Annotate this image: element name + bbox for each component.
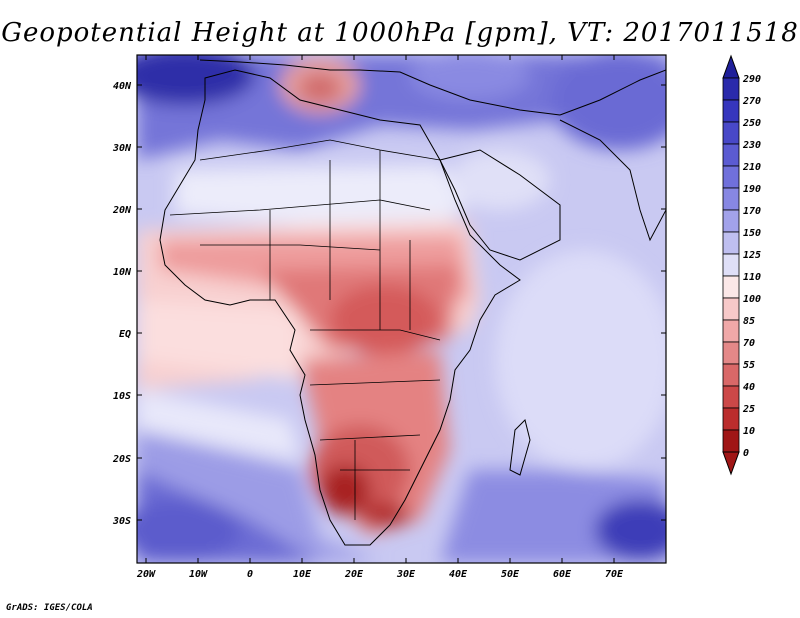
colorbar-bottom-arrow — [722, 451, 740, 476]
lat-label: EQ — [119, 329, 131, 340]
latitude-labels: 40N 30N 20N 10N EQ 10S 20S 30S — [112, 81, 132, 527]
colorbar-swatch — [722, 341, 740, 365]
credit-text: GrADS: IGES/COLA — [6, 603, 93, 613]
lat-label: 20N — [112, 205, 132, 216]
lat-label: 40N — [113, 81, 132, 92]
colorbar-label: 150 — [743, 228, 761, 239]
colorbar-label: 0 — [743, 448, 749, 459]
lon-label: 0 — [247, 569, 253, 580]
colorbar-swatch — [722, 253, 740, 277]
lon-label: 10W — [189, 569, 208, 580]
colorbar-swatch — [722, 297, 740, 321]
colorbar-label: 290 — [742, 74, 761, 85]
colorbar-swatch — [722, 187, 740, 211]
colorbar-swatch — [722, 363, 740, 387]
lon-label: 50E — [501, 569, 520, 580]
page-title: Geopotential Height at 1000hPa [gpm], VT… — [1, 18, 799, 48]
colorbar-label: 170 — [743, 206, 761, 217]
colorbar-label: 10 — [743, 426, 755, 437]
colorbar-labels: 2902702502302101901701501251101008570554… — [742, 74, 761, 459]
colorbar-label: 85 — [743, 316, 755, 327]
country-borders — [169, 139, 441, 520]
colorbar-label: 125 — [743, 250, 761, 261]
colorbar-swatch — [722, 143, 740, 167]
colorbar-label: 40 — [743, 382, 755, 393]
colorbar — [722, 54, 740, 476]
plot-frame — [136, 54, 667, 564]
colorbar-swatch — [722, 231, 740, 255]
height-field — [137, 55, 666, 563]
colorbar-swatch — [722, 77, 740, 101]
lon-label: 70E — [605, 569, 624, 580]
colorbar-label: 250 — [742, 118, 761, 129]
lat-label: 30S — [112, 516, 131, 527]
coastlines — [159, 59, 666, 546]
colorbar-label: 25 — [742, 404, 755, 415]
colorbar-swatch — [722, 121, 740, 145]
colorbar-swatch — [722, 165, 740, 189]
colorbar-label: 230 — [742, 140, 761, 151]
lon-label: 60E — [553, 569, 572, 580]
colorbar-label: 270 — [742, 96, 761, 107]
colorbar-label: 100 — [743, 294, 761, 305]
lat-label: 30N — [112, 143, 132, 154]
colorbar-label: 210 — [742, 162, 761, 173]
colorbar-swatch — [722, 407, 740, 431]
axis-ticks — [137, 55, 666, 563]
lon-label: 20E — [344, 569, 364, 580]
colorbar-swatch — [722, 209, 740, 233]
colorbar-label: 70 — [743, 338, 755, 349]
colorbar-top-arrow — [722, 54, 740, 79]
lon-label: 10E — [293, 569, 312, 580]
longitude-labels: 20W 10W 0 10E 20E 30E 40E 50E 60E 70E — [136, 569, 624, 580]
colorbar-swatch — [722, 429, 740, 453]
colorbar-swatch — [722, 319, 740, 343]
lat-label: 10S — [113, 391, 131, 402]
lon-label: 20W — [136, 569, 156, 580]
colorbar-swatch — [722, 385, 740, 409]
lon-label: 30E — [396, 569, 416, 580]
colorbar-label: 190 — [743, 184, 761, 195]
lon-label: 40E — [449, 569, 468, 580]
colorbar-label: 55 — [743, 360, 755, 371]
colorbar-swatch — [722, 99, 740, 123]
colorbar-swatch — [722, 275, 740, 299]
lat-label: 10N — [113, 267, 132, 278]
colorbar-label: 110 — [743, 272, 761, 283]
lat-label: 20S — [112, 454, 131, 465]
